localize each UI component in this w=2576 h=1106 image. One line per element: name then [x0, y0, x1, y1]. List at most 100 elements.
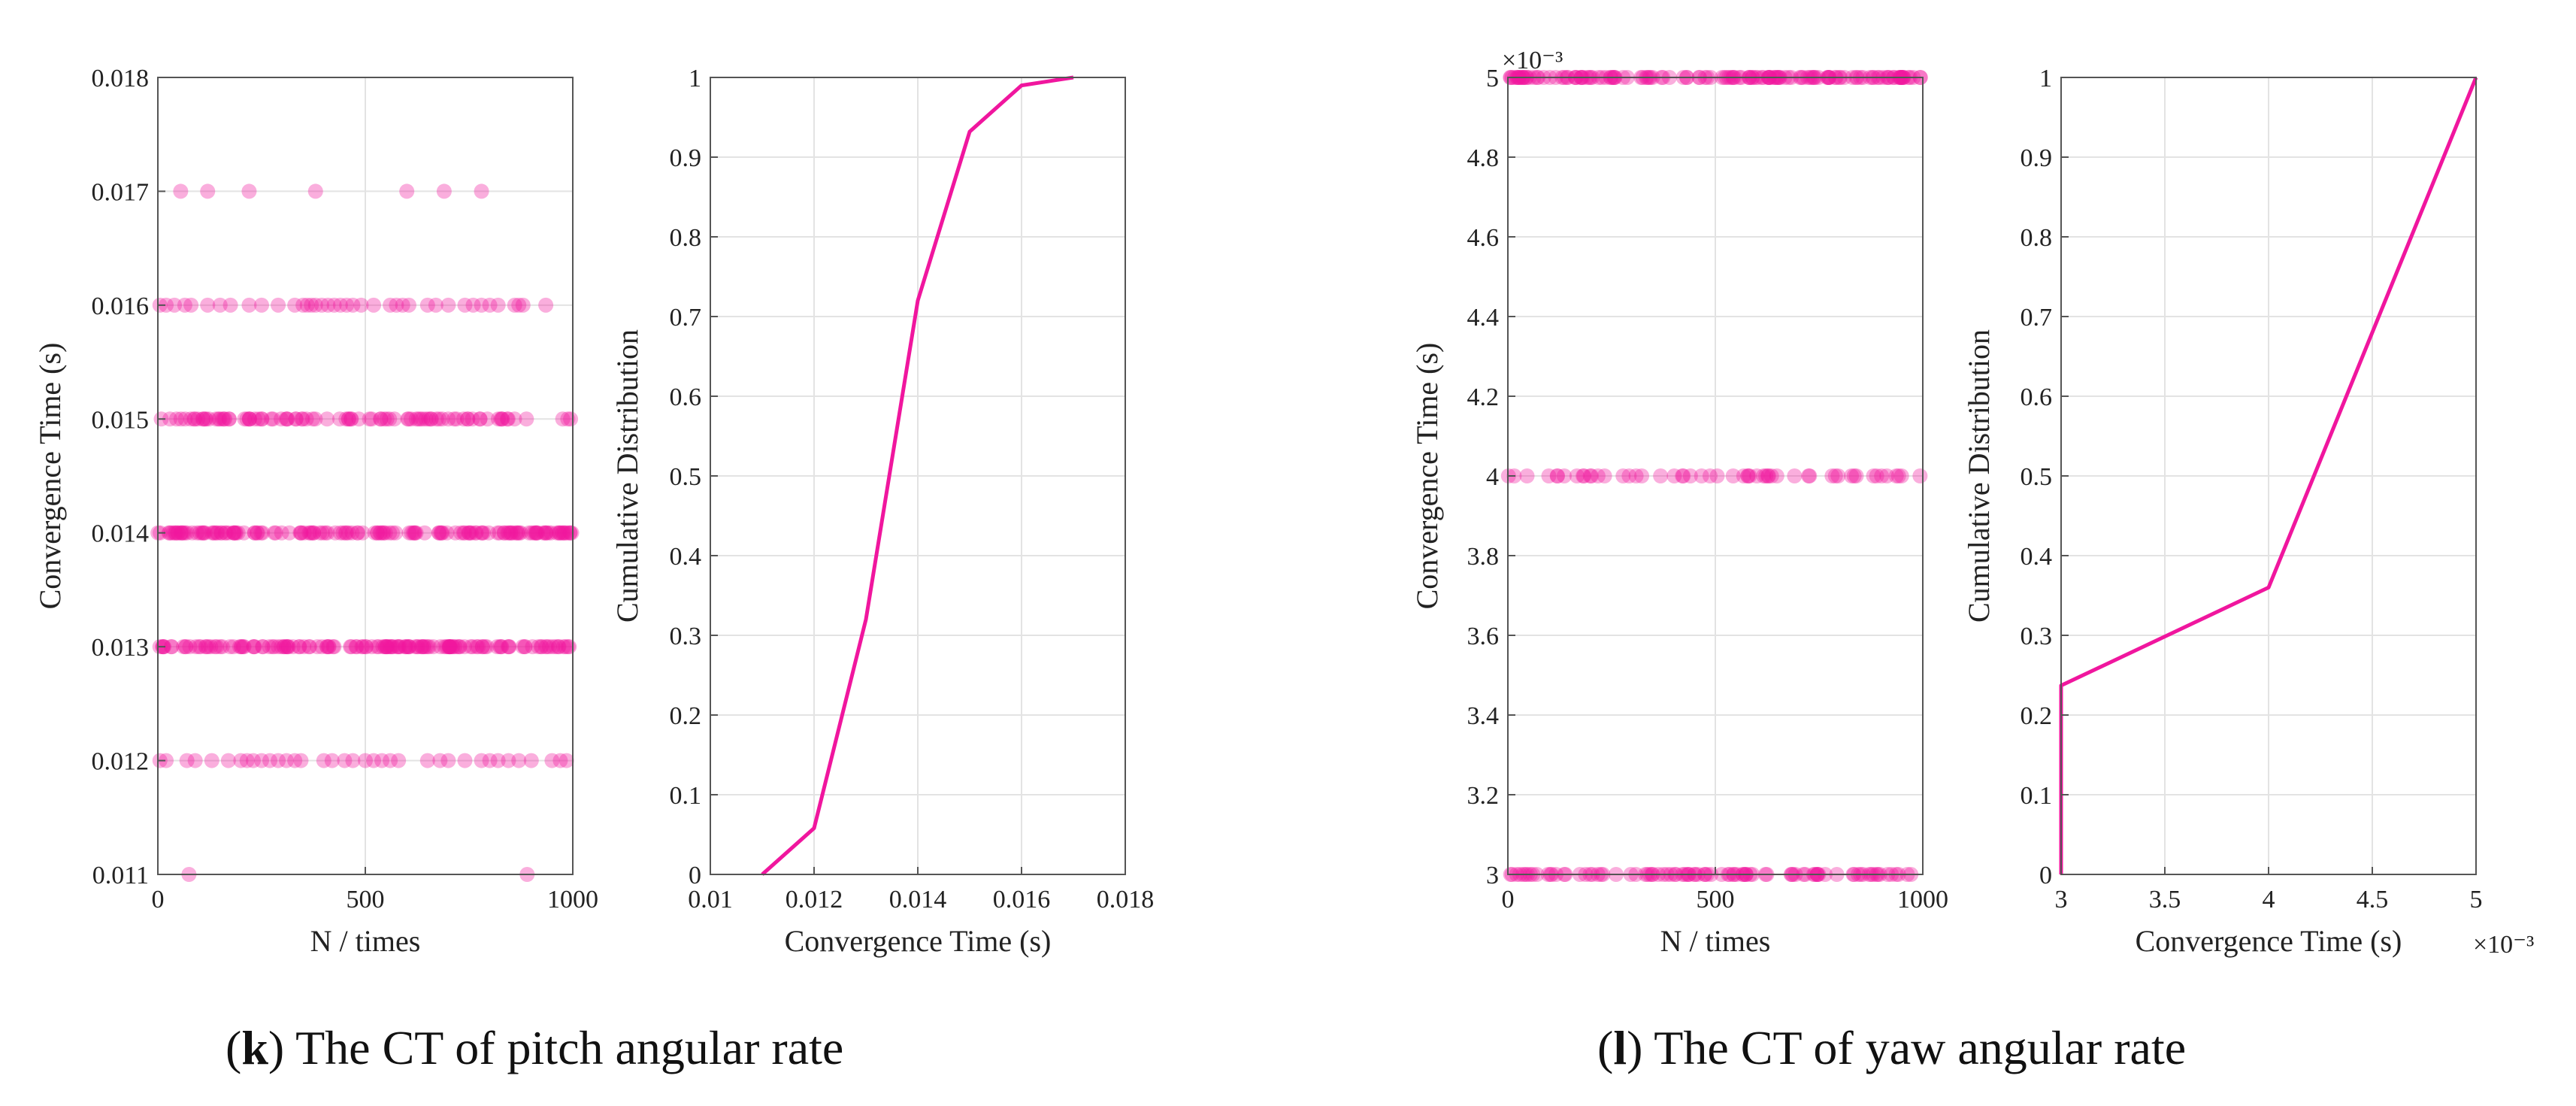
scatter-point: [262, 639, 277, 655]
scatter-point: [421, 411, 437, 427]
y-tick-label: 0.7: [2021, 304, 2053, 332]
scatter-point: [558, 525, 574, 541]
scatter-point: [382, 525, 398, 541]
scatter-point: [341, 411, 356, 427]
scatter-point: [250, 411, 266, 427]
scatter-point: [358, 753, 373, 768]
scatter-point: [196, 525, 212, 541]
scatter-point: [449, 411, 465, 427]
scatter-point: [173, 525, 189, 541]
scatter-point: [528, 525, 543, 541]
scatter-point: [345, 753, 361, 768]
scatter-point: [161, 525, 177, 541]
y-tick-label: 4: [1486, 463, 1499, 491]
scatter-point: [377, 639, 393, 655]
scatter-point: [274, 525, 289, 541]
x-tick-label: 3.5: [2149, 886, 2181, 914]
scatter-point: [321, 639, 337, 655]
scatter-point: [276, 639, 292, 655]
scatter-point: [563, 411, 579, 427]
scatter-point: [442, 639, 458, 655]
scatter-point: [255, 639, 271, 655]
scatter-point: [307, 297, 323, 313]
scatter-point: [474, 753, 489, 768]
scatter-point: [428, 297, 443, 313]
scatter-point: [287, 297, 303, 313]
x-tick-label: 3: [2055, 886, 2068, 914]
scatter-point: [304, 411, 320, 427]
scatter-point: [212, 639, 228, 655]
scatter-point: [187, 753, 203, 768]
scatter-point: [472, 411, 488, 427]
y-tick-label: 0.4: [670, 543, 702, 571]
scatter-point: [490, 753, 506, 768]
caption-l-letter: l: [1613, 1021, 1627, 1074]
scatter-point: [539, 639, 555, 655]
scatter-point: [348, 639, 364, 655]
scatter-point: [226, 525, 242, 541]
scatter-point: [183, 411, 198, 427]
scatter-point: [213, 525, 229, 541]
x-tick-label: 0.018: [1097, 886, 1155, 914]
scatter-point: [1912, 468, 1928, 483]
scatter-point: [195, 411, 210, 427]
scatter-point: [460, 411, 476, 427]
scatter-point: [198, 411, 213, 427]
scatter-point: [265, 639, 280, 655]
y-tick-label: 0.2: [670, 702, 702, 730]
scatter-point: [296, 525, 312, 541]
scatter-point: [192, 639, 208, 655]
scatter-point: [383, 297, 398, 313]
scatter-point: [319, 525, 335, 541]
scatter-point: [395, 297, 410, 313]
scatter-point: [1874, 468, 1890, 483]
scatter-point: [515, 297, 531, 313]
scatter-point: [1582, 468, 1598, 483]
y-tick-label: 3.2: [1467, 782, 1500, 810]
scatter-point: [373, 411, 389, 427]
scatter-point: [304, 525, 319, 541]
scatter-point: [254, 411, 270, 427]
scatter-point: [280, 639, 296, 655]
scatter-point: [159, 753, 174, 768]
scatter-point: [366, 297, 382, 313]
scatter-point: [288, 411, 304, 427]
scatter-point: [389, 639, 405, 655]
y-axis-label: Convergence Time (s): [33, 343, 67, 610]
y-tick-label: 4.6: [1467, 224, 1500, 252]
scatter-point: [405, 525, 421, 541]
scatter-point: [410, 639, 426, 655]
scatter-point: [198, 639, 213, 655]
scatter-point: [1541, 468, 1557, 483]
scatter-point: [556, 525, 572, 541]
scatter-point: [452, 639, 468, 655]
scatter-point: [241, 411, 257, 427]
scatter-point: [438, 639, 454, 655]
scatter-point: [465, 639, 480, 655]
scatter-point: [1893, 468, 1909, 483]
scatter-point: [538, 525, 554, 541]
scatter-point: [564, 525, 580, 541]
scatter-point: [280, 411, 295, 427]
scatter-point: [162, 411, 178, 427]
scatter-point: [369, 525, 385, 541]
scatter-point: [382, 639, 398, 655]
scatter-point: [507, 411, 522, 427]
scatter-point: [350, 525, 366, 541]
scatter-point: [515, 639, 531, 655]
scatter-point: [545, 639, 561, 655]
y-tick-label: 0.014: [92, 520, 150, 548]
scatter-point: [446, 411, 462, 427]
scatter-point: [247, 525, 262, 541]
scatter-point: [279, 639, 295, 655]
scatter-point: [319, 411, 335, 427]
scatter-point: [548, 639, 564, 655]
scatter-point: [407, 639, 423, 655]
y-tick-label: 0.6: [670, 383, 702, 411]
scatter-point: [400, 411, 416, 427]
scatter-point: [170, 525, 186, 541]
scatter-point: [345, 297, 361, 313]
scatter-point: [407, 525, 422, 541]
x-tick-label: 500: [347, 886, 385, 914]
scatter-point: [209, 639, 225, 655]
